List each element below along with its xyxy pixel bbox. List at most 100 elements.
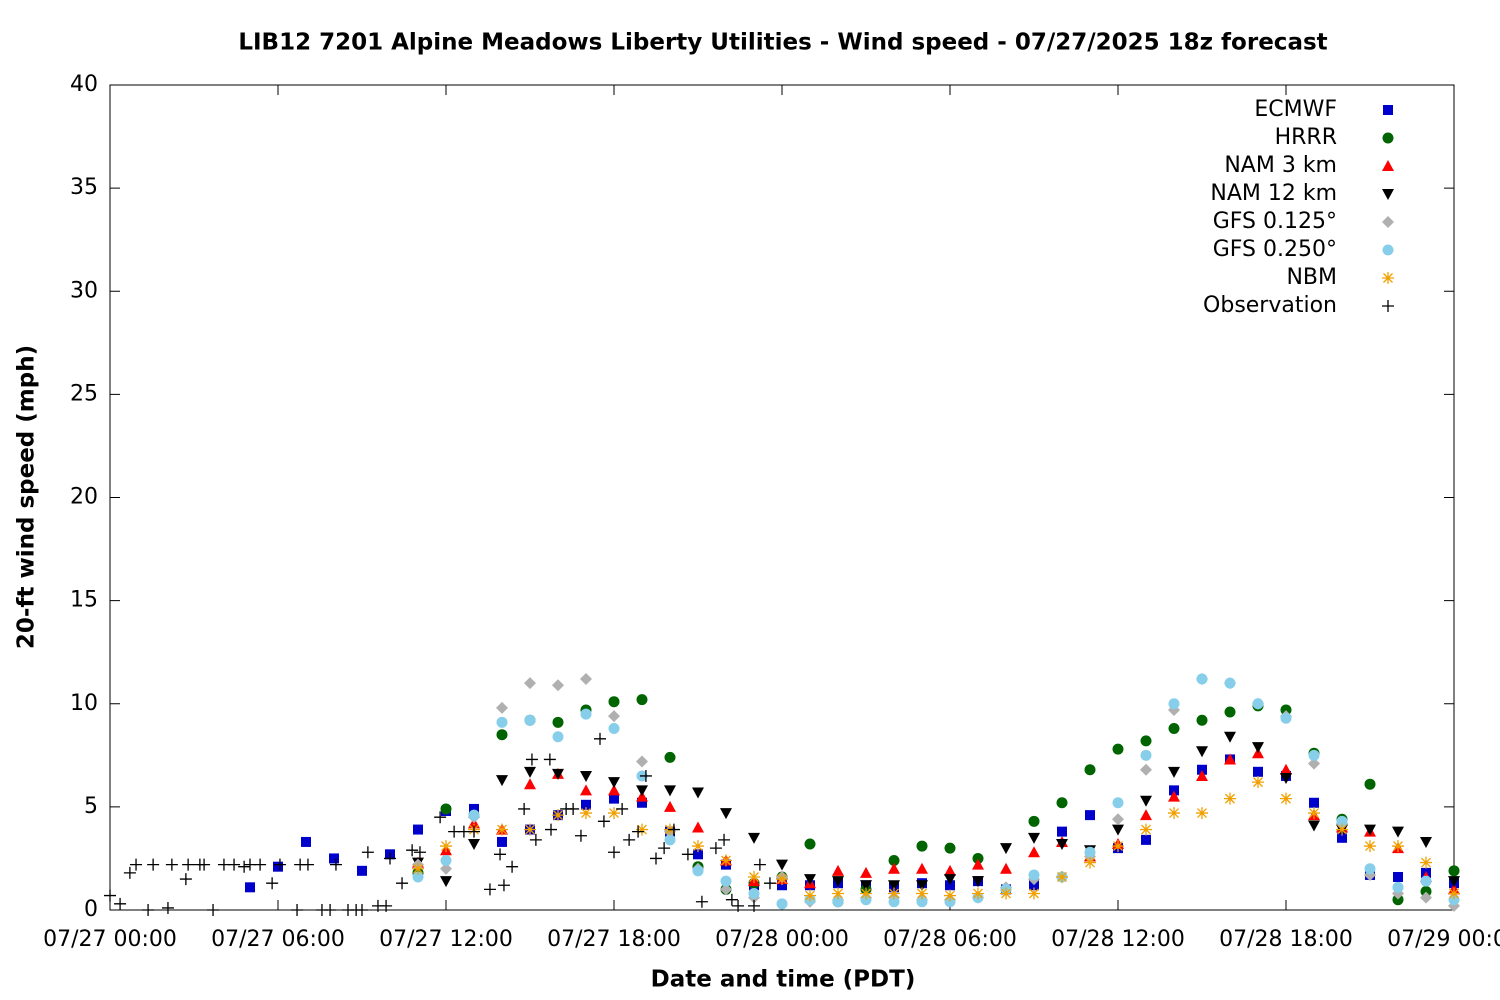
data-point — [1056, 797, 1068, 809]
data-point — [692, 821, 704, 833]
data-point — [720, 854, 732, 867]
legend-label: GFS 0.250° — [1213, 237, 1337, 262]
data-point — [1364, 824, 1376, 836]
data-point — [944, 842, 956, 854]
x-tick-label: 07/28 00:00 — [715, 927, 849, 952]
data-point — [748, 871, 760, 883]
data-point — [506, 860, 519, 873]
data-point — [123, 866, 136, 879]
data-point — [1280, 792, 1292, 805]
data-point — [832, 876, 844, 888]
data-point — [608, 723, 620, 734]
data-point — [1364, 840, 1376, 853]
data-point — [1196, 673, 1208, 685]
data-point — [580, 784, 592, 796]
data-point — [396, 877, 409, 890]
data-point — [552, 716, 564, 728]
data-point — [776, 859, 788, 871]
y-tick-label: 25 — [70, 381, 98, 406]
y-tick-label: 10 — [70, 691, 98, 716]
data-point — [1028, 869, 1040, 881]
data-point — [1253, 766, 1263, 777]
data-point — [1196, 807, 1208, 820]
legend-label: ECMWF — [1254, 97, 1337, 122]
data-point — [1224, 731, 1236, 743]
data-point — [709, 842, 722, 855]
data-point — [468, 839, 480, 850]
data-point — [720, 875, 732, 887]
data-point — [524, 677, 536, 690]
data-point — [777, 880, 787, 891]
data-point — [130, 858, 143, 871]
y-tick-label: 20 — [70, 485, 98, 510]
data-point — [692, 865, 704, 877]
data-point — [1252, 776, 1264, 789]
data-point — [667, 823, 680, 836]
data-point — [776, 873, 788, 886]
data-point — [207, 904, 220, 916]
data-point — [1140, 735, 1152, 747]
data-point — [1056, 871, 1068, 883]
legend-label: NBM — [1286, 265, 1337, 290]
data-point — [650, 852, 662, 865]
data-point — [1364, 863, 1376, 875]
legend-marker — [1382, 216, 1394, 228]
data-point — [916, 840, 928, 852]
data-point — [608, 784, 620, 796]
data-point — [524, 766, 536, 778]
legend-marker — [1382, 160, 1394, 171]
x-tick-label: 07/27 18:00 — [547, 927, 681, 952]
data-point — [1336, 823, 1348, 836]
data-point — [238, 860, 251, 873]
data-point — [1280, 763, 1292, 775]
data-point — [580, 708, 592, 720]
data-point — [1420, 885, 1432, 897]
data-point — [1448, 887, 1460, 900]
data-point — [888, 855, 900, 866]
data-point — [329, 853, 339, 864]
data-point — [832, 864, 844, 876]
x-tick-label: 07/29 00:00 — [1387, 927, 1500, 952]
data-point — [692, 787, 704, 799]
data-point — [329, 858, 342, 871]
data-point — [804, 874, 816, 886]
data-point — [1141, 834, 1151, 845]
data-point — [1420, 856, 1432, 869]
legend-label: HRRR — [1275, 125, 1337, 150]
data-point — [182, 858, 195, 871]
data-point — [972, 876, 984, 888]
data-point — [636, 785, 648, 797]
data-point — [1112, 824, 1124, 836]
data-point — [1280, 704, 1292, 716]
x-tick-label: 07/28 12:00 — [1051, 927, 1185, 952]
data-point — [860, 887, 872, 900]
data-point — [356, 904, 368, 916]
data-point — [1252, 742, 1264, 754]
data-point — [1308, 807, 1320, 820]
data-point — [972, 858, 984, 870]
x-tick-label: 07/27 06:00 — [211, 927, 345, 952]
data-point — [1308, 820, 1320, 832]
y-tick-label: 40 — [70, 72, 98, 97]
data-point — [1309, 797, 1319, 808]
data-point — [1112, 813, 1124, 826]
legend-label: Observation — [1203, 293, 1337, 318]
data-point — [597, 815, 610, 828]
data-point — [608, 710, 620, 723]
data-point — [804, 889, 816, 902]
data-point — [916, 880, 928, 892]
data-point — [1420, 875, 1432, 887]
legend-marker — [1382, 189, 1394, 200]
data-point — [496, 716, 508, 728]
data-point — [524, 823, 536, 836]
data-point — [1392, 840, 1404, 853]
data-point — [529, 833, 542, 846]
data-point — [636, 755, 648, 768]
data-point — [888, 880, 900, 892]
data-point — [860, 880, 872, 892]
legend-label: GFS 0.125° — [1213, 209, 1337, 234]
data-point — [494, 848, 507, 861]
data-point — [179, 873, 192, 886]
data-point — [916, 887, 928, 900]
